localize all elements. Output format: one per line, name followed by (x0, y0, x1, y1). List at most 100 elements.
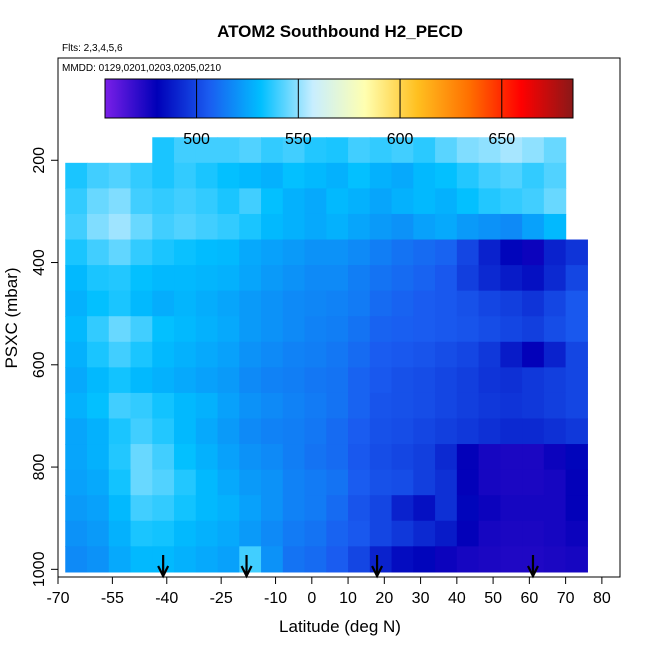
heatmap-cell (217, 316, 240, 343)
x-tick-label: -40 (155, 590, 178, 607)
heatmap-cell (522, 213, 545, 241)
x-tick-label: 40 (448, 590, 466, 607)
heatmap-cell (152, 188, 175, 215)
heatmap-cell (369, 188, 393, 215)
y-tick-label: 200 (31, 147, 48, 174)
heatmap-cell (391, 290, 414, 317)
heatmap-cell (456, 239, 480, 266)
heatmap-cell (130, 341, 153, 368)
flight-arrows (157, 555, 539, 579)
heatmap-cell (456, 392, 480, 420)
heatmap-cell (500, 495, 523, 522)
y-tick-label: 1000 (31, 551, 48, 587)
heatmap-cell (261, 418, 284, 445)
heatmap-cell (130, 265, 153, 292)
heatmap-cell (348, 162, 371, 189)
heatmap-cell (239, 341, 262, 368)
heatmap-cell (326, 316, 349, 343)
heatmap-cell (195, 444, 219, 471)
heatmap-cell (130, 546, 153, 573)
heatmap-cell (130, 188, 153, 215)
heatmap-cell (543, 546, 567, 573)
heatmap-cell (500, 316, 523, 343)
heatmap-cell (413, 444, 436, 471)
heatmap-cell (565, 341, 588, 368)
heatmap-cell (456, 188, 480, 215)
heatmap-cell (522, 265, 545, 292)
heatmap-cell (500, 265, 523, 292)
heatmap-cell (217, 418, 240, 445)
heatmap-cell (152, 495, 175, 522)
heatmap-cell (304, 265, 327, 292)
heatmap-cell (87, 367, 110, 394)
heatmap-cell (261, 469, 284, 496)
heatmap-cell (522, 290, 545, 317)
heatmap-cell (87, 239, 110, 266)
x-axis: -70 -55 -40 -25 -10 0 10 20 30 40 50 60 70 80 (46, 577, 611, 607)
heatmap-cell (282, 392, 306, 420)
heatmap-cell (130, 469, 153, 496)
heatmap-cell (435, 444, 458, 471)
x-tick-label: 60 (520, 590, 538, 607)
heatmap-cell (543, 188, 567, 215)
heatmap-cell (282, 520, 306, 547)
heatmap-cell (65, 367, 88, 394)
heatmap-cell (87, 392, 110, 420)
heatmap-cell (195, 162, 219, 189)
heatmap-cell (326, 188, 349, 215)
heatmap-cell (522, 495, 545, 522)
heatmap-cell (456, 418, 480, 445)
heatmap-cell (413, 520, 436, 547)
heatmap-cell (239, 444, 262, 471)
heatmap-cell (282, 239, 306, 266)
heatmap-cell (195, 316, 219, 343)
heatmap-cell (217, 188, 240, 215)
heatmap-cell (108, 341, 132, 368)
heatmap-cell (304, 341, 327, 368)
heatmap-cell (435, 495, 458, 522)
heatmap-cell (500, 239, 523, 266)
heatmap-cell (152, 265, 175, 292)
chart-title: ATOM2 Southbound H2_PECD (217, 22, 463, 41)
heatmap-cell (217, 469, 240, 496)
heatmap-cell (565, 418, 588, 445)
heatmap-cell (500, 162, 523, 189)
heatmap-cell (500, 341, 523, 368)
heatmap-cell (565, 520, 588, 547)
heatmap-cell (543, 265, 567, 292)
heatmap-cell (87, 469, 110, 496)
heatmap-cell (174, 546, 197, 573)
heatmap-cell (543, 162, 567, 189)
heatmap-cell (522, 188, 545, 215)
colorbar-tick-label: 650 (488, 131, 515, 148)
heatmap-cell (108, 239, 132, 266)
heatmap-cell (304, 213, 327, 241)
heatmap-cell (87, 520, 110, 547)
heatmap-cell (217, 546, 240, 573)
colorbar (104, 78, 574, 119)
heatmap-cell (435, 469, 458, 496)
heatmap-cell (152, 469, 175, 496)
heatmap-cell (369, 316, 393, 343)
flight-arrow (371, 555, 384, 579)
heatmap-cell (174, 469, 197, 496)
heatmap-cell (500, 520, 523, 547)
heatmap-cell (239, 290, 262, 317)
colorbar-tick-label: 500 (183, 131, 210, 148)
heatmap-cell (326, 392, 349, 420)
heatmap-cell (174, 444, 197, 471)
heatmap-cell (456, 341, 480, 368)
heatmap-cell (195, 290, 219, 317)
heatmap-cell (217, 137, 240, 164)
heatmap-cell (174, 162, 197, 189)
heatmap-cell (478, 265, 501, 292)
heatmap-cell (152, 239, 175, 266)
x-tick-label: -55 (101, 590, 124, 607)
heatmap-cell (413, 239, 436, 266)
heatmap-cell (174, 290, 197, 317)
heatmap-cell (391, 341, 414, 368)
heatmap-cell (239, 418, 262, 445)
heatmap-cell (261, 444, 284, 471)
heatmap-cell (391, 188, 414, 215)
heatmap-cell (174, 137, 197, 164)
